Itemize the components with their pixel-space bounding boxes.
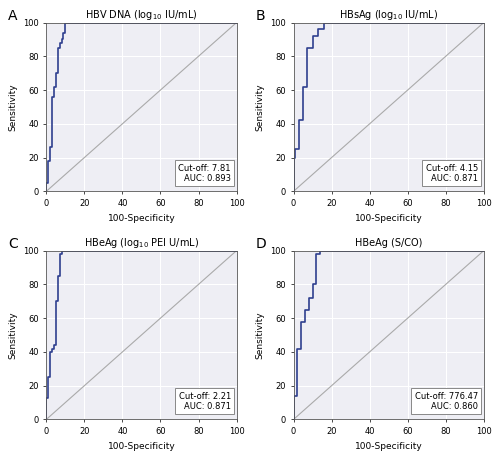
- Y-axis label: Sensitivity: Sensitivity: [256, 311, 264, 359]
- Title: HBV DNA (log$_{10}$ IU/mL): HBV DNA (log$_{10}$ IU/mL): [85, 8, 198, 22]
- Text: Cut-off: 2.21
AUC: 0.871: Cut-off: 2.21 AUC: 0.871: [178, 392, 231, 411]
- Title: HBeAg (S/CO): HBeAg (S/CO): [355, 238, 422, 248]
- Title: HBsAg (log$_{10}$ IU/mL): HBsAg (log$_{10}$ IU/mL): [339, 8, 438, 22]
- Text: A: A: [8, 9, 18, 23]
- Text: B: B: [256, 9, 265, 23]
- Y-axis label: Sensitivity: Sensitivity: [8, 83, 18, 131]
- X-axis label: 100-Specificity: 100-Specificity: [355, 213, 422, 223]
- Title: HBeAg (log$_{10}$ PEI U/mL): HBeAg (log$_{10}$ PEI U/mL): [84, 236, 199, 251]
- X-axis label: 100-Specificity: 100-Specificity: [108, 213, 176, 223]
- Text: C: C: [8, 237, 18, 251]
- X-axis label: 100-Specificity: 100-Specificity: [355, 442, 422, 451]
- Y-axis label: Sensitivity: Sensitivity: [256, 83, 264, 131]
- Text: Cut-off: 7.81
AUC: 0.893: Cut-off: 7.81 AUC: 0.893: [178, 163, 231, 183]
- Text: D: D: [256, 237, 266, 251]
- X-axis label: 100-Specificity: 100-Specificity: [108, 442, 176, 451]
- Y-axis label: Sensitivity: Sensitivity: [8, 311, 18, 359]
- Text: Cut-off: 4.15
AUC: 0.871: Cut-off: 4.15 AUC: 0.871: [426, 163, 478, 183]
- Text: Cut-off: 776.47
AUC: 0.860: Cut-off: 776.47 AUC: 0.860: [415, 392, 478, 411]
